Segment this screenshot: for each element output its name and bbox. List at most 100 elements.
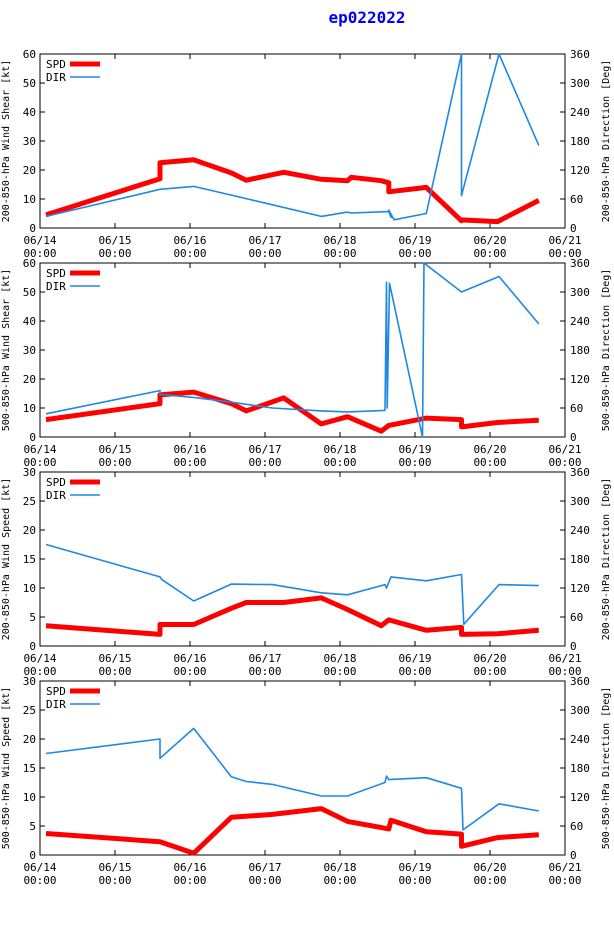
right-tick-label: 180 bbox=[570, 135, 590, 148]
legend-dir-label: DIR bbox=[46, 71, 66, 84]
x-tick-date-label: 06/21 bbox=[548, 234, 581, 247]
x-tick-time-label: 00:00 bbox=[248, 874, 281, 887]
x-tick-date-label: 06/16 bbox=[173, 861, 206, 874]
right-tick-label: 180 bbox=[570, 553, 590, 566]
spd-series-line bbox=[45, 806, 539, 856]
chart-panel-4: 05101520253006012018024030036006/1400:00… bbox=[1, 675, 612, 887]
x-tick-date-label: 06/18 bbox=[323, 234, 356, 247]
x-tick-time-label: 00:00 bbox=[98, 874, 131, 887]
left-tick-label: 60 bbox=[23, 257, 36, 270]
legend-spd-label: SPD bbox=[46, 685, 66, 698]
right-tick-label: 0 bbox=[570, 849, 577, 862]
left-tick-label: 30 bbox=[23, 466, 36, 479]
legend-dir-label: DIR bbox=[46, 280, 66, 293]
right-tick-label: 240 bbox=[570, 315, 590, 328]
legend-dir-label: DIR bbox=[46, 698, 66, 711]
x-tick-time-label: 00:00 bbox=[248, 247, 281, 260]
right-tick-label: 120 bbox=[570, 791, 590, 804]
x-tick-time-label: 00:00 bbox=[323, 247, 356, 260]
x-tick-time-label: 00:00 bbox=[323, 665, 356, 678]
x-tick-time-label: 00:00 bbox=[548, 874, 581, 887]
y2-axis-label: 500-850-hPa Direction [Deg] bbox=[601, 687, 612, 850]
x-tick-time-label: 00:00 bbox=[173, 665, 206, 678]
right-tick-label: 120 bbox=[570, 373, 590, 386]
x-tick-date-label: 06/15 bbox=[98, 652, 131, 665]
right-tick-label: 60 bbox=[570, 820, 583, 833]
x-tick-date-label: 06/21 bbox=[548, 861, 581, 874]
x-tick-time-label: 00:00 bbox=[173, 247, 206, 260]
x-tick-time-label: 00:00 bbox=[98, 456, 131, 469]
right-tick-label: 0 bbox=[570, 222, 577, 235]
right-tick-label: 120 bbox=[570, 582, 590, 595]
x-tick-time-label: 00:00 bbox=[473, 665, 506, 678]
plot-frame bbox=[39, 680, 566, 856]
x-tick-time-label: 00:00 bbox=[173, 874, 206, 887]
right-tick-label: 240 bbox=[570, 733, 590, 746]
left-tick-label: 25 bbox=[23, 495, 36, 508]
x-tick-time-label: 00:00 bbox=[23, 247, 56, 260]
left-tick-label: 25 bbox=[23, 704, 36, 717]
dir-series-line bbox=[45, 262, 540, 438]
legend-dir-label: DIR bbox=[46, 489, 66, 502]
right-tick-label: 180 bbox=[570, 762, 590, 775]
x-tick-time-label: 00:00 bbox=[248, 456, 281, 469]
legend-spd-label: SPD bbox=[46, 58, 66, 71]
x-tick-time-label: 00:00 bbox=[398, 456, 431, 469]
x-tick-date-label: 06/17 bbox=[248, 861, 281, 874]
left-tick-label: 0 bbox=[29, 849, 36, 862]
left-tick-label: 10 bbox=[23, 402, 36, 415]
x-tick-time-label: 00:00 bbox=[548, 665, 581, 678]
y-axis-label: 200-850-hPa Wind Shear [kt] bbox=[1, 60, 12, 223]
right-tick-label: 60 bbox=[570, 611, 583, 624]
spd-series-line bbox=[45, 157, 540, 225]
x-tick-time-label: 00:00 bbox=[23, 456, 56, 469]
x-tick-date-label: 06/16 bbox=[173, 234, 206, 247]
x-tick-time-label: 00:00 bbox=[398, 665, 431, 678]
left-tick-label: 20 bbox=[23, 733, 36, 746]
x-tick-date-label: 06/14 bbox=[23, 443, 56, 456]
left-tick-label: 20 bbox=[23, 524, 36, 537]
right-tick-label: 0 bbox=[570, 431, 577, 444]
x-tick-date-label: 06/16 bbox=[173, 652, 206, 665]
left-tick-label: 10 bbox=[23, 193, 36, 206]
x-tick-date-label: 06/19 bbox=[398, 443, 431, 456]
x-tick-time-label: 00:00 bbox=[323, 456, 356, 469]
x-tick-time-label: 00:00 bbox=[473, 874, 506, 887]
y2-axis-label: 200-850-hPa Direction [Deg] bbox=[601, 478, 612, 641]
left-tick-label: 20 bbox=[23, 164, 36, 177]
legend-spd-label: SPD bbox=[46, 267, 66, 280]
plot-frame bbox=[39, 471, 566, 647]
right-tick-label: 300 bbox=[570, 495, 590, 508]
left-tick-label: 30 bbox=[23, 344, 36, 357]
spd-series-line bbox=[45, 389, 539, 434]
right-tick-label: 300 bbox=[570, 704, 590, 717]
right-tick-label: 240 bbox=[570, 106, 590, 119]
chart-panel-1: 010203040506006012018024030036006/1400:0… bbox=[1, 48, 612, 260]
x-tick-time-label: 00:00 bbox=[173, 456, 206, 469]
x-tick-time-label: 00:00 bbox=[323, 874, 356, 887]
left-tick-label: 30 bbox=[23, 135, 36, 148]
left-tick-label: 40 bbox=[23, 106, 36, 119]
y-axis-label: 500-850-hPa Wind Shear [kt] bbox=[1, 269, 12, 432]
x-tick-date-label: 06/15 bbox=[98, 234, 131, 247]
dir-series-line bbox=[45, 53, 540, 221]
left-tick-label: 15 bbox=[23, 553, 36, 566]
x-tick-time-label: 00:00 bbox=[548, 247, 581, 260]
x-tick-time-label: 00:00 bbox=[473, 247, 506, 260]
x-tick-time-label: 00:00 bbox=[98, 247, 131, 260]
x-tick-time-label: 00:00 bbox=[23, 874, 56, 887]
right-tick-label: 240 bbox=[570, 524, 590, 537]
right-tick-label: 300 bbox=[570, 77, 590, 90]
x-tick-date-label: 06/16 bbox=[173, 443, 206, 456]
left-tick-label: 30 bbox=[23, 675, 36, 688]
x-tick-date-label: 06/20 bbox=[473, 652, 506, 665]
x-tick-date-label: 06/17 bbox=[248, 234, 281, 247]
x-tick-time-label: 00:00 bbox=[398, 874, 431, 887]
left-tick-label: 0 bbox=[29, 431, 36, 444]
right-tick-label: 60 bbox=[570, 402, 583, 415]
right-tick-label: 360 bbox=[570, 466, 590, 479]
dir-series-line bbox=[45, 727, 539, 831]
y-axis-label: 500-850-hPa Wind Speed [kt] bbox=[1, 687, 12, 850]
left-tick-label: 10 bbox=[23, 791, 36, 804]
